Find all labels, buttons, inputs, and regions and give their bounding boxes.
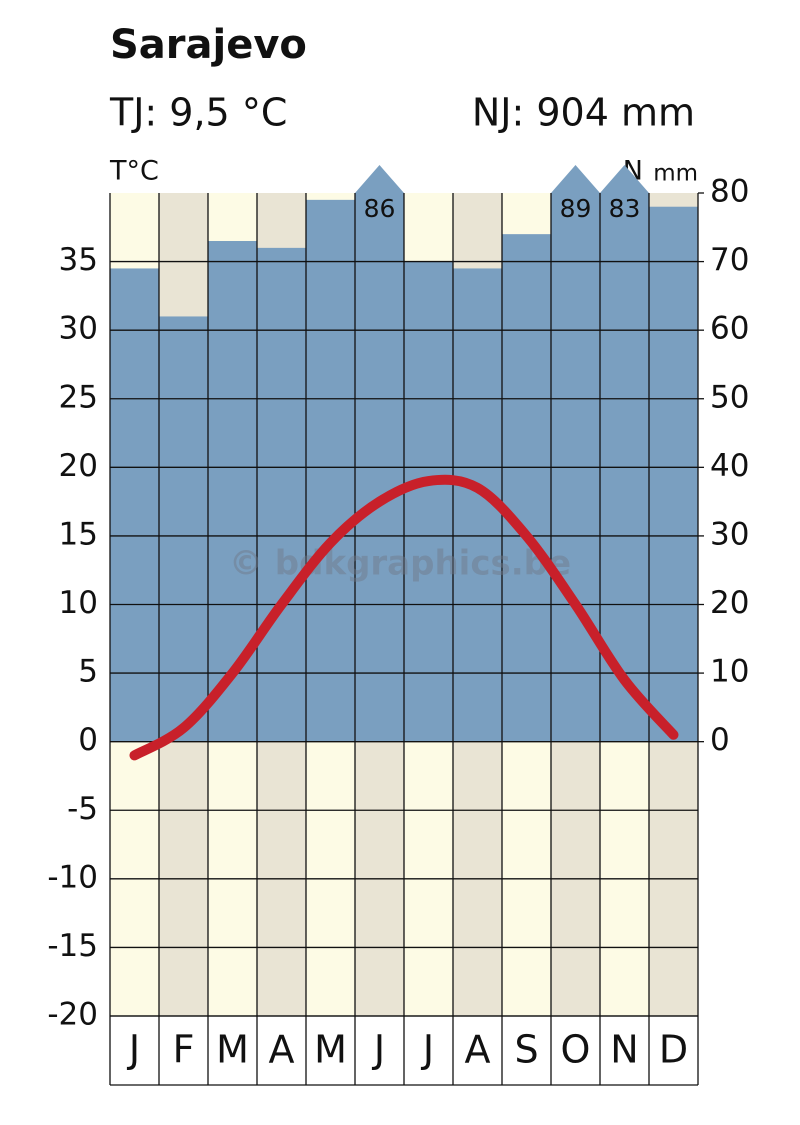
y2-tick-label: 40 (710, 448, 749, 484)
bar (502, 234, 551, 742)
chart-title: Sarajevo (110, 22, 307, 68)
y-tick-label: 25 (59, 379, 98, 415)
x-tick-label: M (314, 1028, 347, 1072)
bar-value-label: 83 (609, 194, 641, 223)
y2-tick-label: 50 (710, 379, 749, 415)
x-tick-label: D (659, 1028, 688, 1072)
y2-tick-label: 60 (710, 311, 749, 347)
bar (110, 268, 159, 742)
bar-value-label: 89 (560, 194, 592, 223)
annual-precipitation: NJ: 904 mm (472, 91, 695, 135)
overflow-marker (551, 165, 600, 193)
x-tick-label: O (561, 1028, 591, 1072)
x-tick-label: J (127, 1028, 140, 1072)
y2-tick-label: 20 (710, 585, 749, 621)
y-tick-label: -15 (47, 928, 98, 964)
x-tick-label: N (610, 1028, 638, 1072)
x-tick-label: J (421, 1028, 434, 1072)
y-tick-label: 0 (78, 722, 98, 758)
bar (306, 199, 355, 742)
y-tick-label: 20 (59, 448, 98, 484)
y2-tick-label: 30 (710, 516, 749, 552)
bar (355, 193, 404, 742)
x-tick-label: S (514, 1028, 538, 1072)
bar (404, 261, 453, 742)
y-tick-label: 10 (59, 585, 98, 621)
bar (649, 206, 698, 742)
y2-tick-label: 0 (710, 722, 730, 758)
y-tick-label: -20 (47, 997, 98, 1033)
bar-value-label: 86 (364, 194, 396, 223)
y2-tick-label: 80 (710, 174, 749, 210)
watermark: © bdkgraphics.be (229, 544, 571, 584)
overflow-marker (355, 165, 404, 193)
annual-temperature: TJ: 9,5 °C (109, 91, 287, 135)
bar (159, 316, 208, 742)
x-tick-label: M (216, 1028, 249, 1072)
y2-tick-label: 70 (710, 242, 749, 278)
x-tick-label: F (173, 1028, 195, 1072)
x-tick-label: A (465, 1028, 491, 1072)
overflow-marker (600, 165, 649, 193)
x-tick-label: A (269, 1028, 295, 1072)
y-tick-label: -10 (47, 859, 98, 895)
temperature-line (129, 474, 679, 761)
y2-tick-label: 10 (710, 654, 749, 690)
y2-axis-unit: mm (653, 161, 698, 187)
y-axis-label: T°C (109, 156, 159, 187)
bar (257, 247, 306, 742)
y-tick-label: 5 (78, 654, 98, 690)
y-tick-label: -5 (67, 791, 98, 827)
y-tick-label: 35 (59, 242, 98, 278)
y-tick-label: 15 (59, 516, 98, 552)
x-tick-label: J (372, 1028, 385, 1072)
y-tick-label: 30 (59, 311, 98, 347)
